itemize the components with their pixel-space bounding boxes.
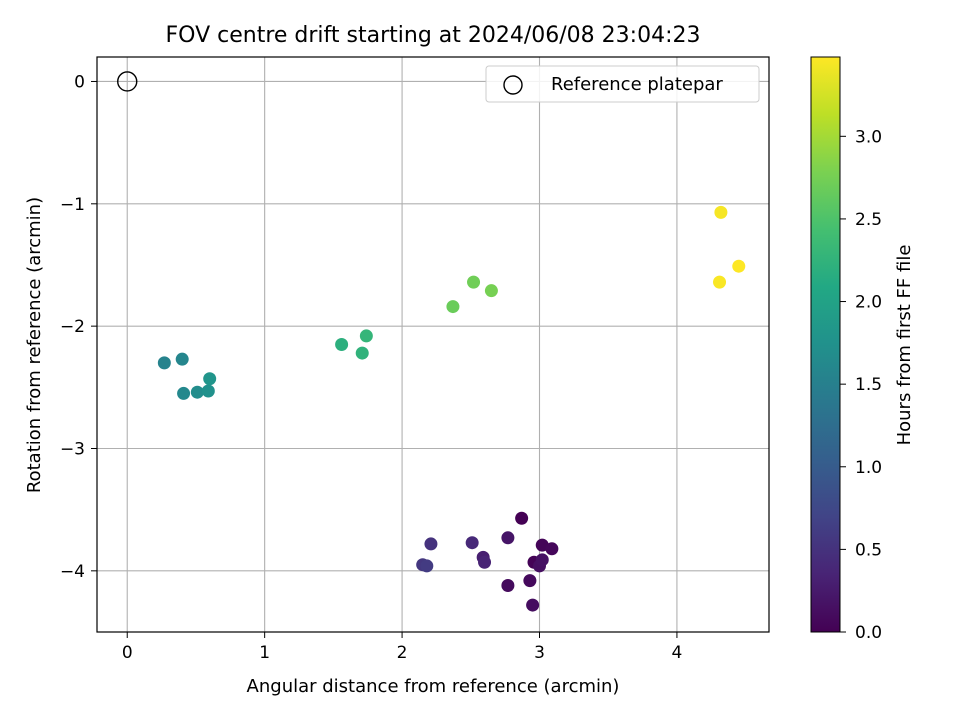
data-point xyxy=(420,559,434,573)
data-point xyxy=(526,598,540,612)
data-point xyxy=(501,531,515,545)
colorbar-ticks: 0.0 0.5 1.0 1.5 2.0 2.5 3.0 xyxy=(840,127,882,643)
y-axis-label: Rotation from reference (arcmin) xyxy=(24,197,45,493)
data-points xyxy=(157,205,746,612)
grid-lines xyxy=(97,57,769,632)
data-point xyxy=(484,284,498,298)
y-axis-ticks: 0 −1 −2 −3 −4 xyxy=(60,72,97,582)
y-tick-label: −4 xyxy=(60,562,85,582)
data-point xyxy=(713,275,727,289)
data-point xyxy=(545,542,559,556)
x-tick-label: 0 xyxy=(122,643,133,663)
legend-reference-label: Reference platepar xyxy=(551,74,723,95)
plot-frame xyxy=(96,56,770,633)
x-tick-label: 3 xyxy=(534,643,545,663)
data-point xyxy=(157,356,171,370)
data-point xyxy=(177,386,191,400)
colorbar-tick-label: 2.5 xyxy=(855,210,882,230)
data-point xyxy=(175,352,189,366)
colorbar-tick-label: 1.5 xyxy=(855,375,882,395)
data-point xyxy=(535,553,549,567)
reference-marker-group xyxy=(117,71,138,92)
data-point xyxy=(515,511,529,525)
data-point xyxy=(201,384,215,398)
chart-title: FOV centre drift starting at 2024/06/08 … xyxy=(166,23,701,48)
data-point xyxy=(424,537,438,551)
data-point xyxy=(203,372,217,386)
colorbar-gradient xyxy=(810,56,841,633)
data-point xyxy=(732,259,746,273)
colorbar-tick-label: 0.5 xyxy=(855,540,882,560)
x-tick-label: 1 xyxy=(259,643,270,663)
colorbar: 0.0 0.5 1.0 1.5 2.0 2.5 3.0 Hours from first F… xyxy=(810,56,915,643)
x-tick-label: 2 xyxy=(397,643,408,663)
data-point xyxy=(714,205,728,219)
x-axis-label: Angular distance from reference (arcmin) xyxy=(247,676,620,697)
data-point xyxy=(335,338,349,351)
data-point xyxy=(478,555,492,569)
legend-box xyxy=(485,65,760,103)
data-point xyxy=(465,536,479,550)
x-axis-ticks: 0 1 2 3 4 xyxy=(122,632,683,663)
y-tick-label: −1 xyxy=(60,195,85,215)
colorbar-tick-label: 3.0 xyxy=(855,127,882,147)
data-point xyxy=(190,385,204,399)
y-tick-label: 0 xyxy=(74,72,85,92)
data-point xyxy=(501,579,515,593)
data-point xyxy=(523,574,537,588)
legend-reference-marker xyxy=(503,75,523,95)
data-point xyxy=(446,300,460,314)
y-tick-label: −2 xyxy=(60,317,85,337)
colorbar-tick-label: 1.0 xyxy=(855,458,882,478)
legend: Reference platepar xyxy=(485,65,760,103)
colorbar-tick-label: 2.0 xyxy=(855,293,882,313)
x-tick-label: 4 xyxy=(672,643,683,663)
reference-marker xyxy=(117,71,138,92)
y-tick-label: −3 xyxy=(60,439,85,459)
data-point xyxy=(467,275,481,289)
data-point xyxy=(355,346,369,360)
colorbar-tick-label: 0.0 xyxy=(855,623,882,643)
colorbar-label: Hours from first FF file xyxy=(894,245,915,446)
data-point xyxy=(359,329,373,343)
